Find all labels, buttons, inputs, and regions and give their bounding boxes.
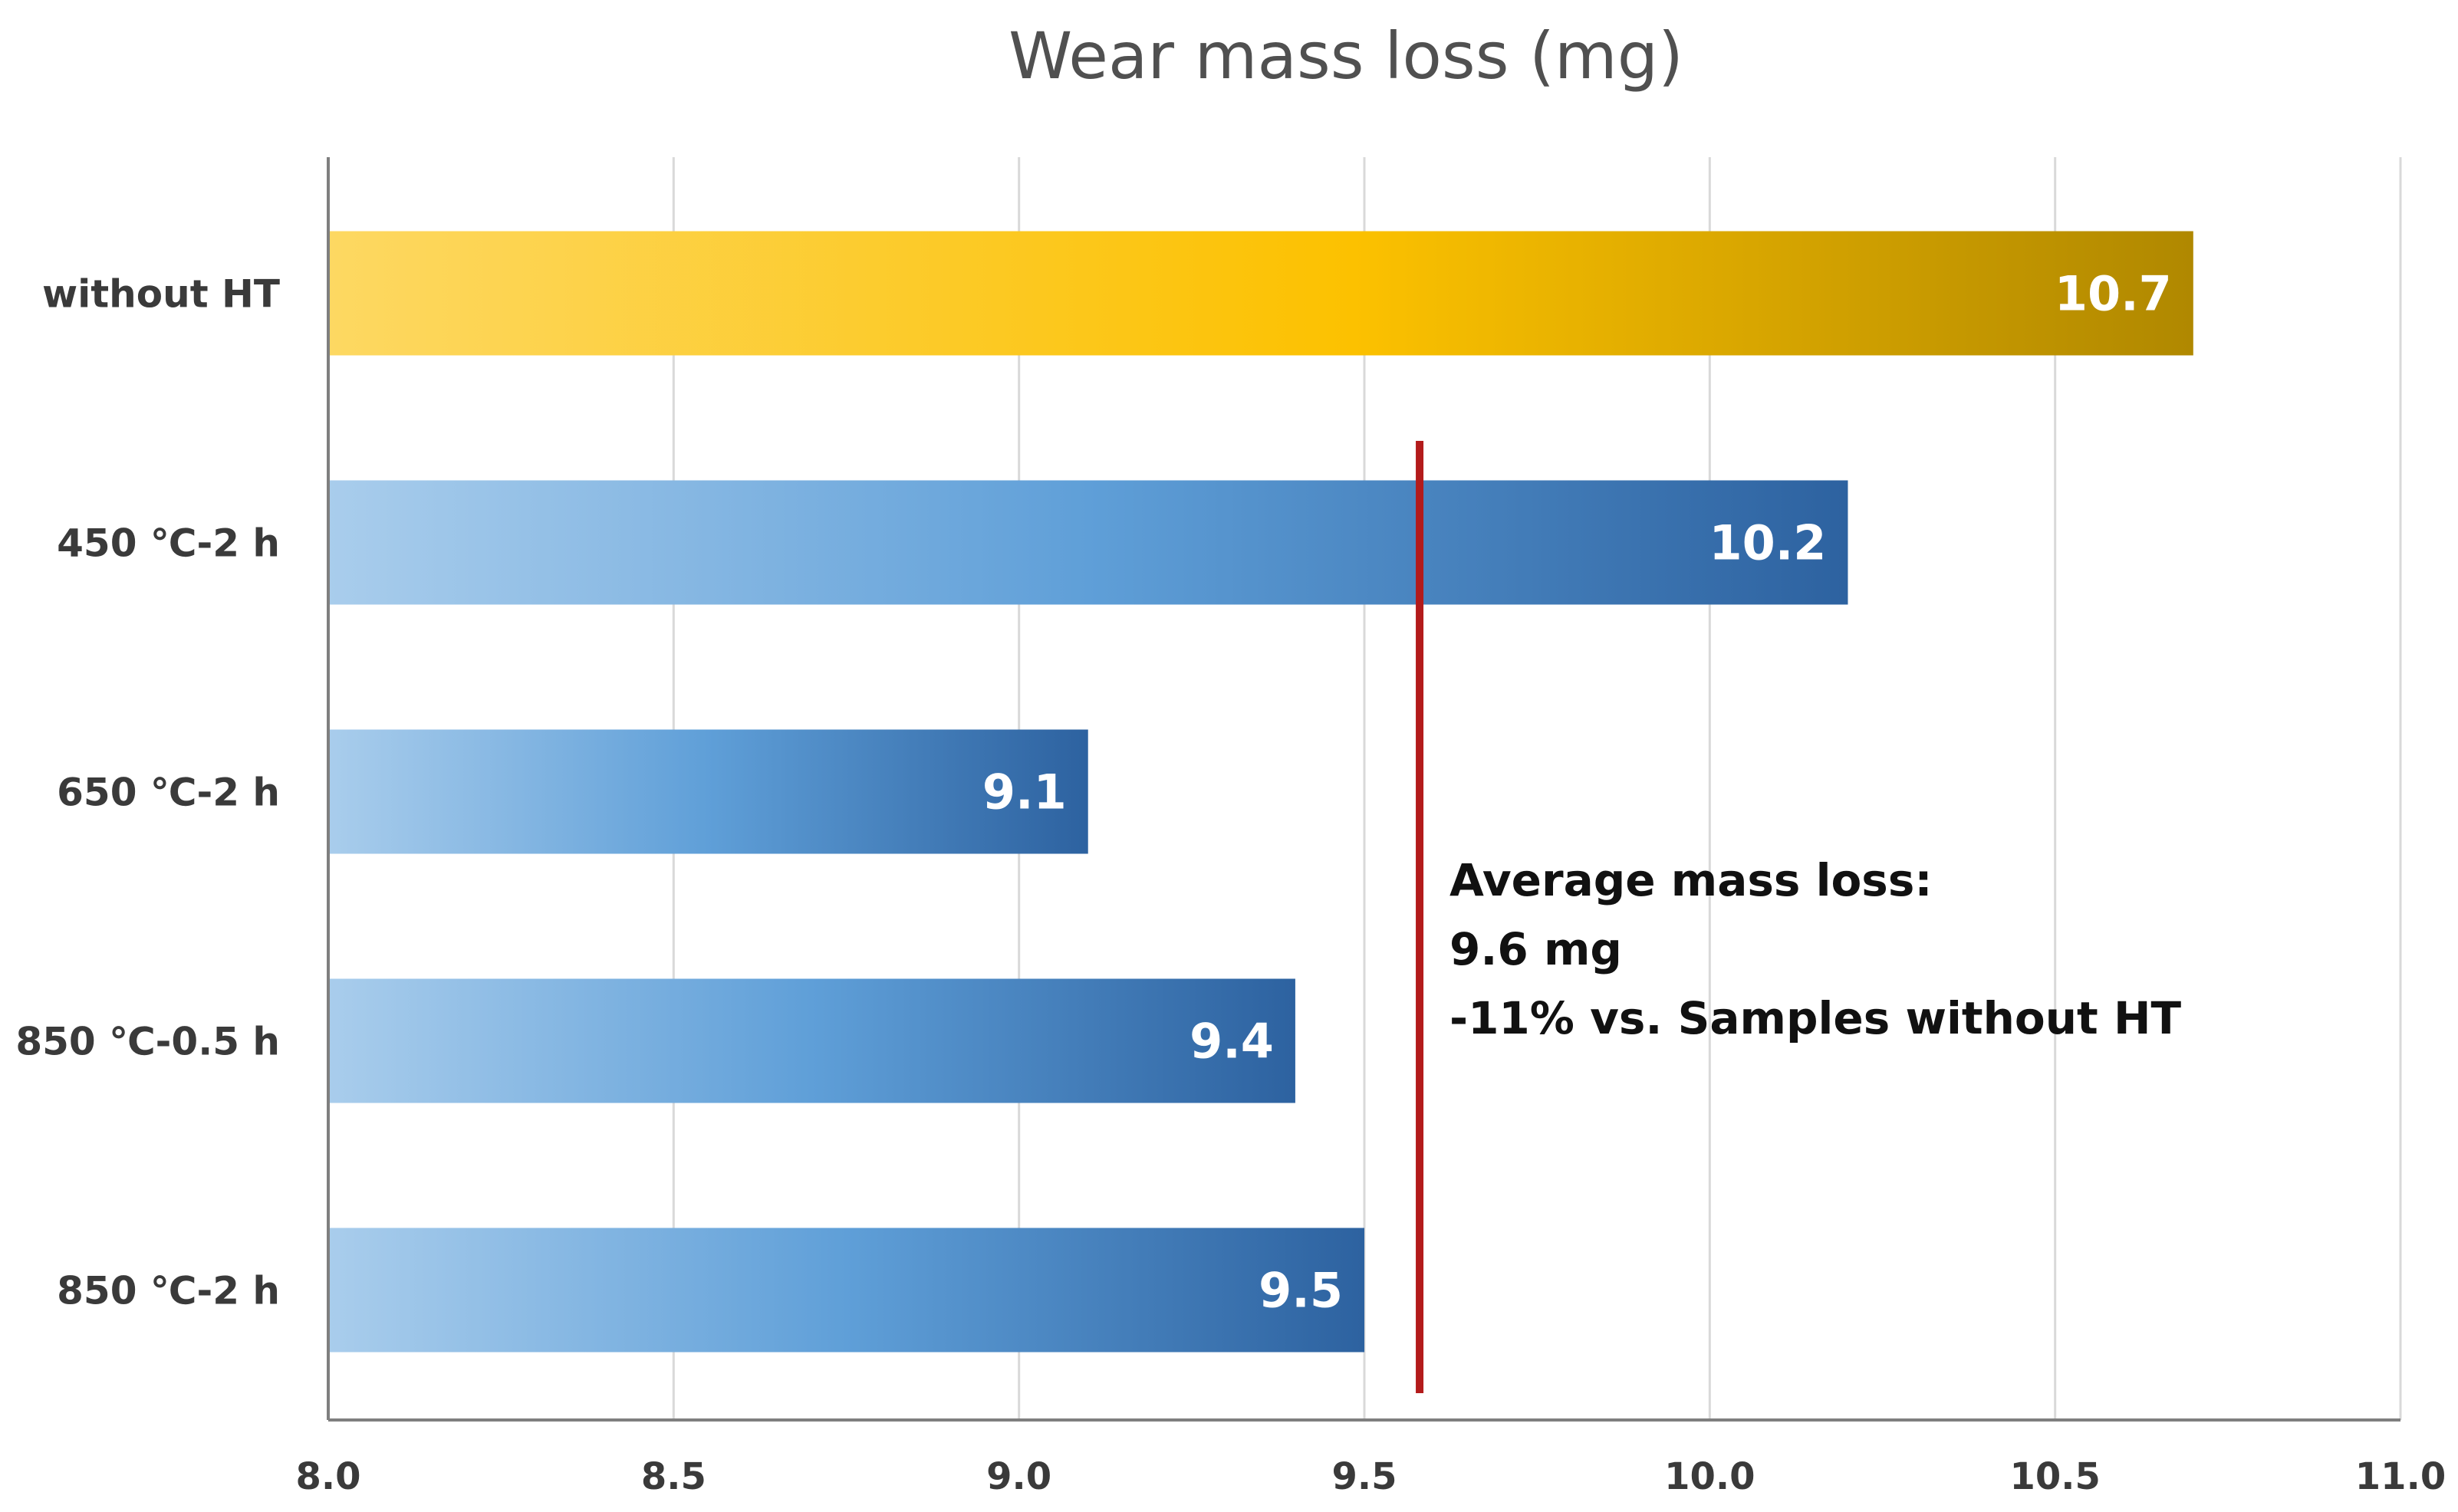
data-label: 9.1 [982, 764, 1067, 820]
axes [327, 157, 2400, 1422]
x-tick-label: 10.5 [2009, 1455, 2100, 1498]
y-tick-label: 450 ℃-2 h [57, 521, 280, 566]
y-tick-label: 850 ℃-0.5 h [15, 1020, 280, 1064]
x-tick-label: 8.0 [295, 1455, 360, 1498]
x-tick-label: 11.0 [2355, 1455, 2446, 1498]
bar [328, 978, 1295, 1103]
data-label: 10.2 [1709, 515, 1826, 571]
x-tick-label: 10.0 [1664, 1455, 1755, 1498]
x-tick-label: 9.0 [986, 1455, 1051, 1498]
gridlines [672, 157, 2402, 1420]
data-label: 9.4 [1190, 1014, 1274, 1070]
y-tick-labels: without HT 450 ℃-2 h 650 ℃-2 h 850 ℃-0.5 h 8… [15, 272, 280, 1313]
x-tick-label: 9.5 [1331, 1455, 1397, 1498]
x-tick-label: 8.5 [641, 1455, 706, 1498]
data-label: 10.7 [2055, 266, 2172, 322]
data-label: 9.5 [1259, 1263, 1343, 1319]
bar [328, 1228, 1364, 1353]
annotation-line-1: Average mass loss: [1449, 854, 1933, 906]
x-tick-labels: 8.0 8.5 9.0 9.5 10.0 10.5 11.0 [295, 1455, 2446, 1498]
annotation-line-2: 9.6 mg [1449, 923, 1622, 975]
bars: 10.7 10.2 9.1 9.4 9.5 [328, 231, 2193, 1353]
y-tick-label: 850 ℃-2 h [57, 1269, 280, 1313]
bar [328, 480, 1848, 605]
y-tick-label: without HT [42, 272, 280, 317]
annotation-line-3: -11% vs. Samples without HT [1449, 992, 2182, 1044]
bar [328, 729, 1088, 854]
chart-title: Wear mass loss (mg) [1009, 18, 1683, 94]
y-tick-label: 650 ℃-2 h [57, 771, 280, 815]
bar [328, 231, 2193, 356]
